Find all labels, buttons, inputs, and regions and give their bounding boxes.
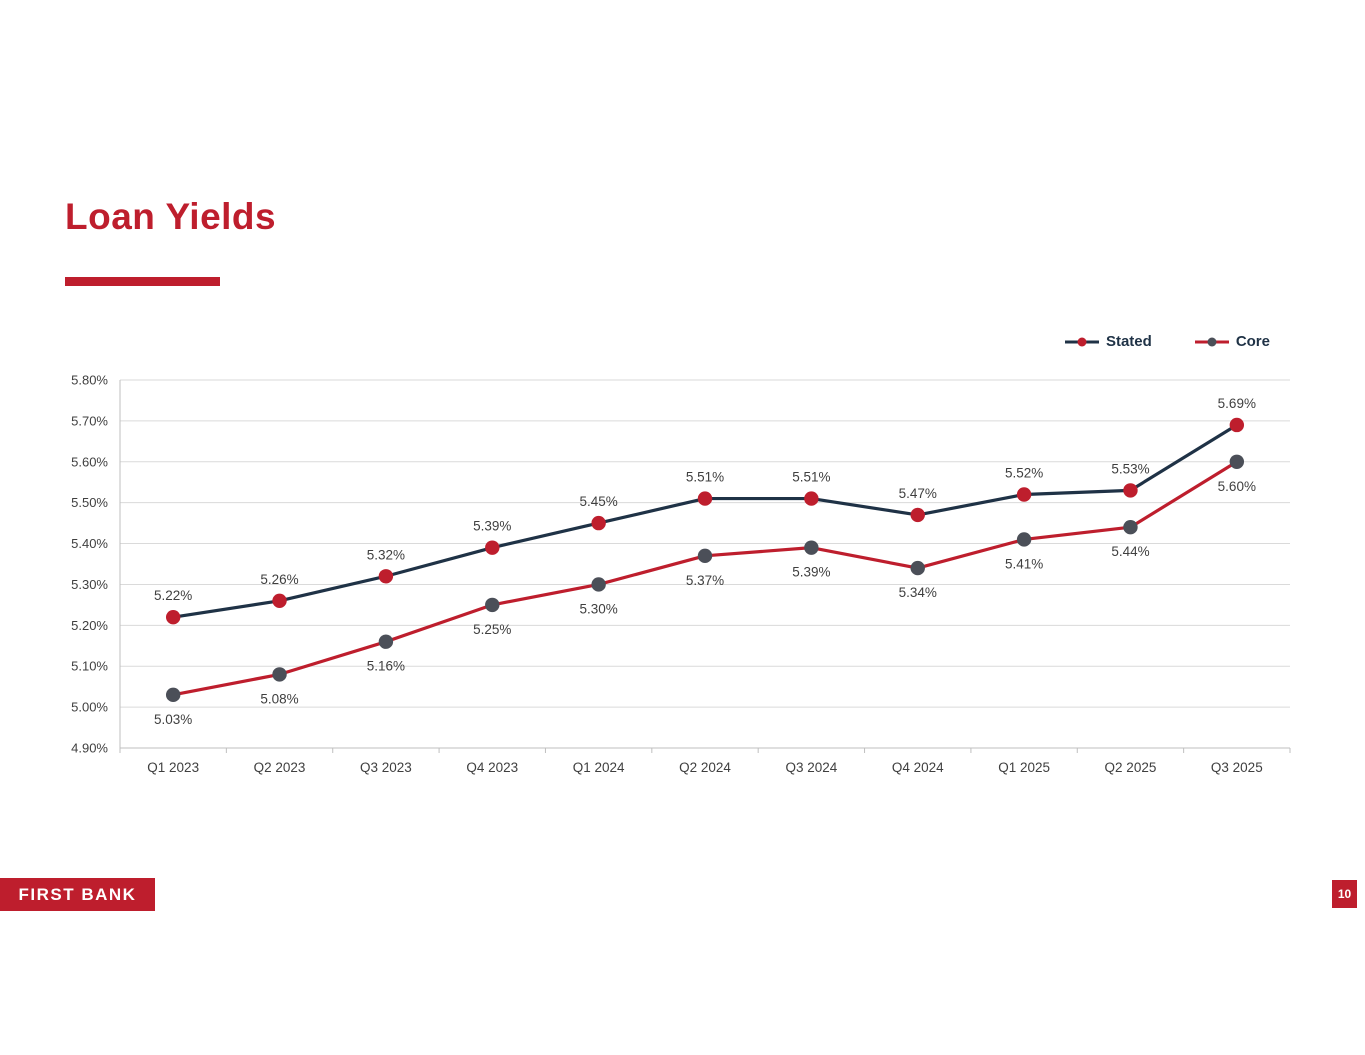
data-label-stated: 5.32%: [367, 547, 405, 562]
data-label-stated: 5.22%: [154, 588, 192, 603]
data-label-core: 5.03%: [154, 712, 192, 727]
data-label-stated: 5.26%: [260, 572, 298, 587]
x-axis-category-label: Q2 2023: [254, 760, 306, 775]
chart-canvas: 4.90% 5.00% 5.10% 5.20% 5.30% 5.40% 5.50% 5.60%…: [71, 373, 1291, 775]
data-point-stated: [910, 507, 925, 523]
x-axis-category-label: Q2 2025: [1105, 760, 1157, 775]
x-axis-category-label: Q2 2024: [679, 760, 731, 775]
legend-marker-stated-icon: [1064, 337, 1099, 346]
y-axis-tick-label: 5.20%: [71, 618, 108, 633]
x-axis-category-label: Q1 2025: [998, 760, 1050, 775]
x-axis-category-label: Q3 2024: [785, 760, 837, 775]
data-label-core: 5.39%: [792, 565, 830, 580]
data-label-core: 5.30%: [579, 601, 617, 616]
data-point-core: [1123, 520, 1138, 535]
data-point-stated: [1123, 483, 1138, 498]
data-label-core: 5.16%: [367, 659, 405, 674]
y-axis-tick-label: 5.50%: [71, 495, 108, 510]
data-point-core: [591, 577, 606, 592]
legend-item-core: Core: [1194, 333, 1270, 350]
data-point-core: [165, 687, 181, 703]
data-point-stated: [804, 491, 819, 506]
legend-label-stated: Stated: [1105, 333, 1152, 350]
data-point-stated: [485, 540, 500, 555]
y-axis-tick-label: 5.10%: [71, 659, 108, 674]
y-axis-tick-label: 5.70%: [71, 413, 108, 428]
chart-legend: Stated Core: [1064, 333, 1270, 350]
data-point-stated: [272, 593, 287, 608]
data-point-stated: [165, 609, 181, 625]
data-point-core: [1016, 532, 1032, 547]
x-axis-category-label: Q3 2025: [1211, 760, 1263, 775]
x-axis-category-label: Q1 2023: [147, 760, 199, 775]
y-axis-tick-label: 5.00%: [71, 700, 108, 715]
legend-marker-core-icon: [1194, 337, 1229, 346]
page-title: Loan Yields: [65, 196, 277, 237]
data-label-core: 5.25%: [473, 622, 511, 637]
title-accent-bar: [65, 277, 220, 286]
data-label-stated: 5.69%: [1218, 396, 1256, 411]
x-axis-category-label: Q3 2023: [360, 760, 412, 775]
series-line-stated: [171, 423, 1239, 619]
data-label-stated: 5.51%: [686, 470, 724, 485]
data-point-core: [1229, 454, 1245, 469]
x-axis-category-label: Q1 2024: [573, 760, 625, 775]
data-label-stated: 5.47%: [899, 486, 937, 501]
y-axis-tick-label: 4.90%: [71, 741, 108, 756]
data-point-core: [272, 667, 287, 682]
data-label-core: 5.08%: [260, 691, 298, 706]
data-point-core: [485, 597, 500, 613]
data-point-core: [378, 634, 394, 649]
data-point-core: [910, 560, 925, 576]
data-label-stated: 5.52%: [1005, 465, 1043, 480]
y-axis-tick-label: 5.60%: [71, 454, 108, 469]
loan-yields-line-chart: 4.90% 5.00% 5.10% 5.20% 5.30% 5.40% 5.50% 5.60%…: [60, 368, 1300, 788]
data-label-core: 5.34%: [899, 585, 937, 600]
data-point-core: [697, 548, 713, 564]
page-number-badge: 10: [1332, 880, 1357, 908]
data-label-core: 5.37%: [686, 573, 724, 588]
data-label-stated: 5.53%: [1111, 461, 1149, 476]
data-label-core: 5.41%: [1005, 556, 1043, 571]
y-axis-tick-label: 5.40%: [71, 536, 108, 551]
data-point-stated: [378, 569, 394, 584]
data-point-stated: [591, 515, 606, 531]
x-axis-category-label: Q4 2023: [466, 760, 518, 775]
data-label-core: 5.60%: [1218, 479, 1256, 494]
y-axis-tick-label: 5.30%: [71, 577, 108, 592]
data-label-stated: 5.51%: [792, 470, 830, 485]
legend-item-stated: Stated: [1064, 333, 1152, 350]
x-axis-category-label: Q4 2024: [892, 760, 944, 775]
data-point-core: [804, 540, 819, 555]
data-label-stated: 5.45%: [579, 494, 617, 509]
data-label-core: 5.44%: [1111, 544, 1149, 559]
data-point-stated: [1229, 417, 1245, 433]
data-label-stated: 5.39%: [473, 519, 511, 534]
legend-label-core: Core: [1235, 333, 1270, 350]
brand-logo: FIRST BANK: [0, 878, 155, 911]
y-axis-tick-label: 5.80%: [71, 373, 108, 388]
data-point-stated: [697, 491, 713, 506]
data-point-stated: [1016, 487, 1032, 502]
